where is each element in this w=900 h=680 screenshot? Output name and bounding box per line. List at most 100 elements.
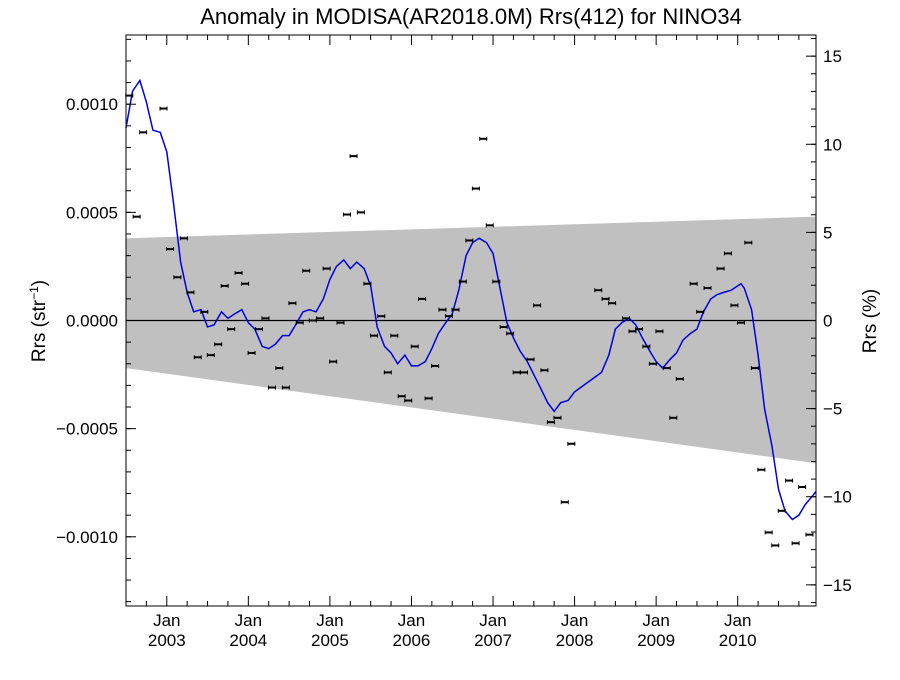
data-point xyxy=(764,530,773,535)
x-tick-label-month: Jan xyxy=(479,611,506,630)
data-point xyxy=(785,478,794,483)
smoothed-series-layer xyxy=(125,78,817,521)
monthly-anomaly-points xyxy=(125,93,814,548)
uncertainty-band-layer xyxy=(126,216,816,464)
data-point xyxy=(492,279,501,284)
x-tick-label-year: 2010 xyxy=(719,631,757,650)
data-point xyxy=(356,210,365,215)
data-point xyxy=(798,485,807,490)
x-tick-label-year: 2008 xyxy=(556,631,594,650)
y-tick-label: −0.0005 xyxy=(56,420,118,439)
data-point xyxy=(642,344,651,349)
data-point xyxy=(383,370,392,375)
data-point xyxy=(343,212,352,217)
data-point xyxy=(465,238,474,243)
x-tick-label-year: 2004 xyxy=(229,631,267,650)
y2-tick-label: 15 xyxy=(823,47,842,66)
data-point xyxy=(805,532,814,537)
data-point xyxy=(234,270,243,275)
data-point xyxy=(506,331,515,336)
data-point xyxy=(206,353,215,358)
data-point xyxy=(499,324,508,329)
x-tick-label-year: 2009 xyxy=(637,631,675,650)
data-point xyxy=(458,279,467,284)
data-point xyxy=(703,286,712,291)
chart-title: Anomaly in MODISA(AR2018.0M) Rrs(412) fo… xyxy=(200,4,742,29)
y2-tick-label: 10 xyxy=(823,135,842,154)
data-point xyxy=(567,441,576,446)
data-point xyxy=(689,281,698,286)
data-point xyxy=(520,370,529,375)
x-tick-label-month: Jan xyxy=(724,611,751,630)
data-point xyxy=(621,316,630,321)
data-point xyxy=(390,333,399,338)
data-point xyxy=(410,344,419,349)
data-point xyxy=(424,396,433,401)
data-point xyxy=(316,316,325,321)
data-point xyxy=(220,283,229,288)
smoothed-anomaly-line xyxy=(125,78,817,521)
data-point xyxy=(533,303,542,308)
data-point xyxy=(397,394,406,399)
data-point xyxy=(214,342,223,347)
y-axis-label-superscript: −1 xyxy=(27,286,41,300)
data-point xyxy=(295,320,304,325)
data-point xyxy=(349,154,358,159)
data-point xyxy=(675,376,684,381)
data-point xyxy=(655,329,664,334)
data-point xyxy=(485,223,494,228)
y-tick-label: 0.0005 xyxy=(66,203,118,222)
data-point xyxy=(669,415,678,420)
data-point xyxy=(247,350,256,355)
y-tick-label: 0.0000 xyxy=(66,312,118,331)
uncertainty-band xyxy=(126,216,816,464)
data-point xyxy=(261,316,270,321)
data-point xyxy=(438,307,447,312)
x-tick-label-month: Jan xyxy=(235,611,262,630)
data-point xyxy=(329,359,338,364)
y2-tick-label: 0 xyxy=(823,312,832,331)
data-point xyxy=(662,366,671,371)
x-tick-label-month: Jan xyxy=(398,611,425,630)
y2-tick-label: 5 xyxy=(823,223,832,242)
x-tick-label-month: Jan xyxy=(316,611,343,630)
data-point xyxy=(771,543,780,548)
data-point xyxy=(431,363,440,368)
data-point xyxy=(777,508,786,513)
y2-tick-label: −10 xyxy=(823,488,852,507)
y2-axis-label: Rrs (%) xyxy=(860,289,881,353)
data-point xyxy=(730,303,739,308)
data-point xyxy=(281,385,290,390)
data-point xyxy=(227,327,236,332)
data-point xyxy=(139,130,148,135)
data-point xyxy=(404,398,413,403)
x-tick-label-month: Jan xyxy=(642,611,669,630)
data-point xyxy=(451,307,460,312)
data-point xyxy=(526,357,535,362)
data-point xyxy=(288,301,297,306)
data-point xyxy=(200,309,209,314)
data-point xyxy=(723,251,732,256)
x-tick-label-year: 2007 xyxy=(474,631,512,650)
data-point xyxy=(601,296,610,301)
data-point xyxy=(479,136,488,141)
y-axis-label: Rrs (str−1) xyxy=(27,280,50,362)
data-point xyxy=(757,467,766,472)
data-point xyxy=(159,106,168,111)
data-point xyxy=(275,366,284,371)
y2-tick-label: −5 xyxy=(823,400,842,419)
axes-layer: 0.0010 0.0005 0.0000 −0.0005 −0.0010 15 10 5 0 −5… xyxy=(56,35,852,650)
data-point xyxy=(553,415,562,420)
data-point xyxy=(546,420,555,425)
x-tick-label-month: Jan xyxy=(561,611,588,630)
data-point xyxy=(363,281,372,286)
data-point xyxy=(166,247,175,252)
y-axis-label-close: ) xyxy=(29,280,50,286)
y2-tick-label: −15 xyxy=(823,576,852,595)
data-point xyxy=(322,266,331,271)
data-point xyxy=(132,214,141,219)
data-point xyxy=(173,275,182,280)
data-point xyxy=(560,500,569,505)
data-point xyxy=(540,368,549,373)
data-point xyxy=(696,309,705,314)
